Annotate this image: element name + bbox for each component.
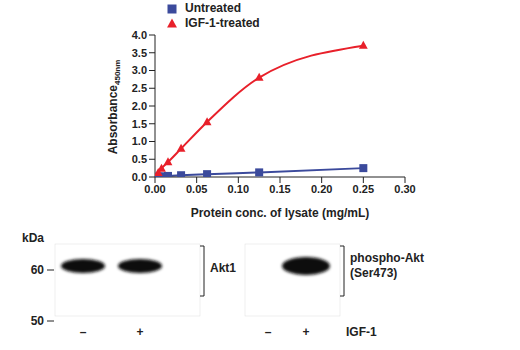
svg-text:Protein conc. of lysate (mg/mL: Protein conc. of lysate (mg/mL) [191,206,370,220]
svg-text:3.5: 3.5 [132,47,147,59]
svg-text:Absorbance450nm: Absorbance450nm [106,60,122,155]
svg-text:kDa: kDa [22,231,44,245]
svg-text:2.5: 2.5 [132,82,147,94]
svg-text:1.0: 1.0 [132,135,147,147]
svg-text:1.5: 1.5 [132,118,147,130]
svg-text:3.0: 3.0 [132,64,147,76]
svg-text:+: + [302,325,309,339]
svg-text:phospho-Akt(Ser473): phospho-Akt(Ser473) [350,251,424,280]
svg-text:60: 60 [31,263,45,277]
svg-text:2.0: 2.0 [132,100,147,112]
html-text:Untreated: Untreated [185,1,241,15]
svg-text:0.30: 0.30 [394,183,415,195]
svg-text:0.0: 0.0 [132,171,147,183]
svg-text:0.5: 0.5 [132,153,147,165]
svg-text:–: – [265,325,272,339]
svg-text:+: + [136,325,143,339]
svg-text:Akt1: Akt1 [210,261,236,275]
svg-text:50: 50 [31,314,45,328]
svg-text:0.20: 0.20 [311,183,332,195]
svg-text:0.15: 0.15 [269,183,290,195]
svg-text:IGF-1: IGF-1 [346,325,377,339]
svg-text:0.00: 0.00 [144,183,165,195]
svg-text:0.05: 0.05 [186,183,207,195]
svg-text:4.0: 4.0 [132,29,147,41]
svg-text:0.25: 0.25 [353,183,374,195]
svg-text:–: – [80,325,87,339]
svg-text:0.10: 0.10 [228,183,249,195]
html-text:IGF-1-treated: IGF-1-treated [185,16,260,30]
